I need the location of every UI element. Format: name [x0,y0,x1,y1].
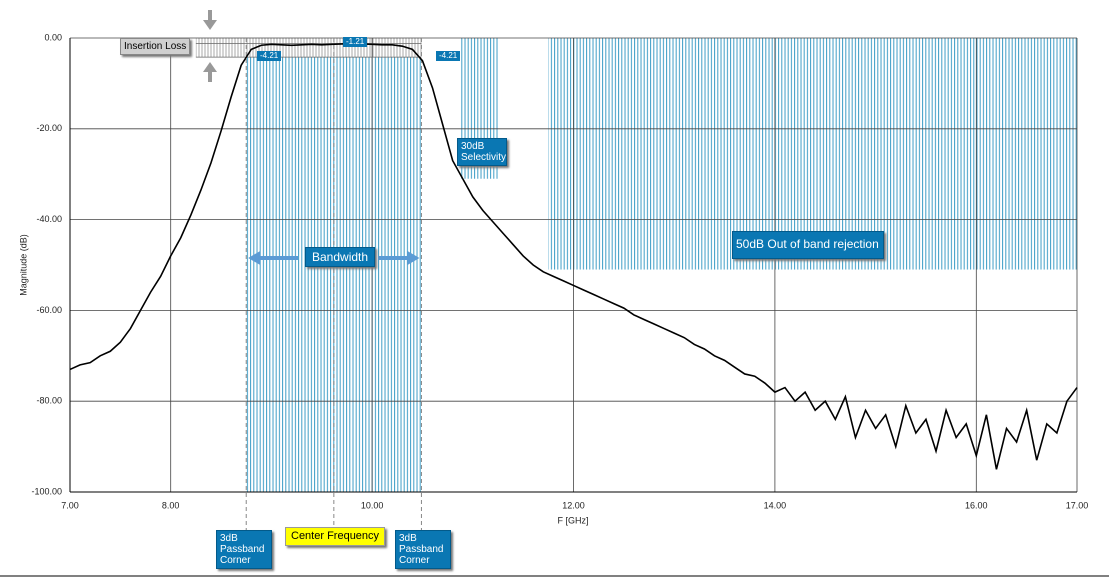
x-tick-label: 10.00 [361,500,384,510]
x-tick-label: 12.00 [562,500,585,510]
y-tick-label: 0.00 [44,32,62,42]
insertion-arrows [203,10,217,82]
y-tick-label: -40.00 [36,214,62,224]
y-tick-label: -100.00 [31,486,62,496]
corner-label: 3dB Passband Corner [395,530,451,569]
bandwidth-arrow [407,251,420,265]
y-tick-label: -60.00 [36,305,62,315]
insertion_loss-region [195,38,422,58]
x-tick-label: 16.00 [965,500,988,510]
corner-label: 3dB Passband Corner [216,530,272,569]
rejection-label: 50dB Out of band rejection [732,231,884,259]
x-tick-label: 17.00 [1066,500,1089,510]
insertion-loss-label: Insertion Loss [120,38,191,55]
x-tick-label: 8.00 [162,500,180,510]
y-axis-label: Magnitude (dB) [18,234,28,296]
bandwidth-label: Bandwidth [305,247,376,267]
bandwidth-arrow [248,251,261,265]
x-axis-label: F [GHz] [558,515,589,525]
level-tag: -4.21 [436,51,461,61]
series-line [69,42,1078,470]
rejection-region [548,38,1077,270]
center-frequency-label: Center Frequency [285,527,386,546]
y-tick-label: -20.00 [36,123,62,133]
x-tick-label: 7.00 [61,500,79,510]
selectivity-label: 30dB Selectivity [457,138,507,166]
x-tick-label: 14.00 [764,500,787,510]
y-tick-label: -80.00 [36,396,62,406]
level-tag: -4.21 [257,51,282,61]
level-tag: -1.21 [343,37,368,47]
